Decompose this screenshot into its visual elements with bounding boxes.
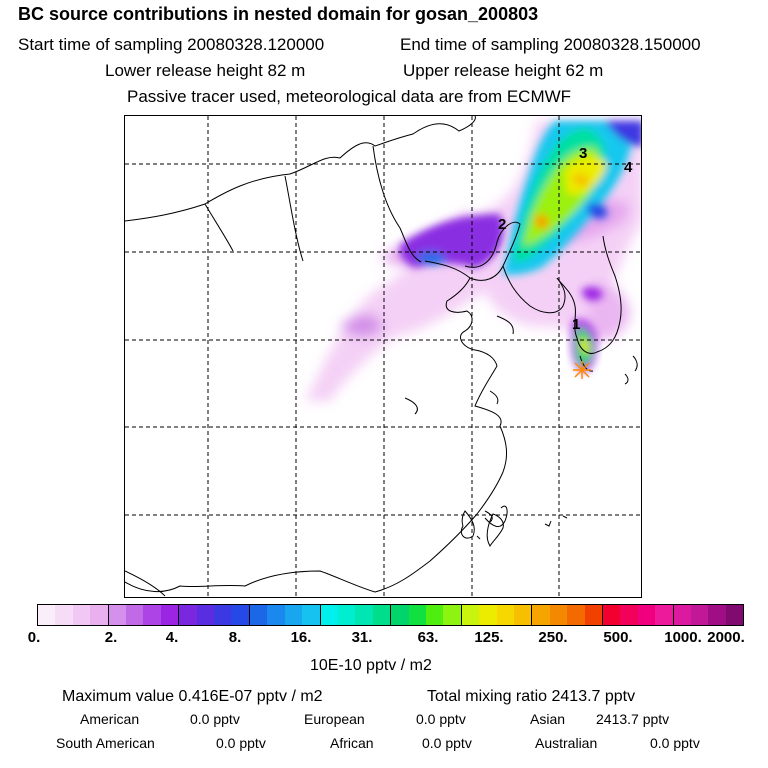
colorbar-cell xyxy=(72,605,91,625)
colorbar-tick-label: 63. xyxy=(417,629,439,646)
colorbar-cell xyxy=(408,605,426,625)
colorbar-cell xyxy=(461,605,480,625)
colorbar-cell xyxy=(320,605,338,625)
colorbar-tick-label: 500. xyxy=(603,629,633,646)
map-label-2: 2 xyxy=(498,216,506,233)
colorbar-cell xyxy=(214,605,232,625)
source-name-australian: Australian xyxy=(535,735,598,751)
korea-plume xyxy=(571,318,598,373)
figure-title: BC source contributions in nested domain… xyxy=(18,4,539,24)
colorbar-cell xyxy=(337,605,356,625)
source-name-south-american: South American xyxy=(56,735,155,751)
colorbar-tick-label: 4. xyxy=(165,629,179,646)
colorbar-tick-label: 1000. xyxy=(664,629,702,646)
source-name-asian: Asian xyxy=(530,711,566,727)
colorbar-cell xyxy=(708,605,726,625)
colorbar-unit: 10E-10 pptv / m2 xyxy=(310,657,432,674)
colorbar-cell xyxy=(655,605,674,625)
colorbar-cell xyxy=(603,605,621,625)
colorbar-cell xyxy=(532,605,550,625)
colorbar-cell xyxy=(284,605,303,625)
colorbar-cell xyxy=(126,605,144,625)
map-label-4: 4 xyxy=(624,159,633,176)
lower-release-label: Lower release height 82 m xyxy=(105,61,306,80)
colorbar-cell xyxy=(443,605,462,625)
receptor-marker xyxy=(573,361,591,379)
colorbar-cell xyxy=(302,605,321,625)
map-canvas: 1 2 3 4 xyxy=(125,116,641,597)
colorbar-cell xyxy=(620,605,638,625)
colorbar-cell xyxy=(584,605,603,625)
source-value-australian: 0.0 pptv xyxy=(650,735,700,751)
colorbar-tick-label: 8. xyxy=(228,629,242,646)
colorbar-cell xyxy=(38,605,56,625)
colorbar-tick-label: 250. xyxy=(538,629,568,646)
source-name-african: African xyxy=(330,735,374,751)
colorbar-tick-label: 2. xyxy=(104,629,118,646)
colorbar-cell xyxy=(372,605,392,625)
source-value-african: 0.0 pptv xyxy=(422,735,472,751)
concentration-field xyxy=(305,121,641,401)
map-label-1: 1 xyxy=(572,316,580,333)
colorbar-cell xyxy=(479,605,497,625)
colorbar-cell xyxy=(55,605,73,625)
colorbar-cell xyxy=(196,605,215,625)
colorbar-cell xyxy=(673,605,692,625)
tracer-note: Passive tracer used, meteorological data… xyxy=(127,87,572,106)
source-value-south-american: 0.0 pptv xyxy=(216,735,266,751)
colorbar-cell xyxy=(391,605,409,625)
colorbar-cell xyxy=(567,605,585,625)
colorbar-cell xyxy=(267,605,285,625)
total-mixing-ratio-label: Total mixing ratio 2413.7 pptv xyxy=(427,688,636,705)
colorbar-cell xyxy=(143,605,161,625)
colorbar-tick-label: 125. xyxy=(474,629,504,646)
colorbar-tick-label: 31. xyxy=(351,629,373,646)
colorbar-cell xyxy=(425,605,444,625)
colorbar-cell xyxy=(355,605,373,625)
colorbar-cell xyxy=(231,605,250,625)
source-value-american: 0.0 pptv xyxy=(190,711,240,727)
colorbar-cell xyxy=(725,605,744,625)
colorbar xyxy=(37,604,744,626)
source-value-european: 0.0 pptv xyxy=(416,711,466,727)
colorbar-cell xyxy=(160,605,180,625)
colorbar-cell xyxy=(496,605,514,625)
colorbar-cell xyxy=(249,605,268,625)
map-panel: 1 2 3 4 xyxy=(124,115,642,598)
colorbar-cell xyxy=(90,605,109,625)
source-name-european: European xyxy=(304,711,365,727)
maximum-value-label: Maximum value 0.416E-07 pptv / m2 xyxy=(62,688,323,705)
colorbar-cell xyxy=(108,605,127,625)
graticule xyxy=(125,116,641,597)
colorbar-cell xyxy=(549,605,568,625)
map-label-3: 3 xyxy=(579,145,587,162)
colorbar-tick-label: 2000. xyxy=(707,629,745,646)
colorbar-tick-label: 16. xyxy=(290,629,312,646)
colorbar-cell xyxy=(691,605,709,625)
colorbar-cell xyxy=(637,605,656,625)
end-time-label: End time of sampling 20080328.150000 xyxy=(400,35,701,54)
start-time-label: Start time of sampling 20080328.120000 xyxy=(18,35,325,54)
source-value-asian: 2413.7 pptv xyxy=(596,711,670,727)
source-name-american: American xyxy=(80,711,140,727)
colorbar-cell xyxy=(513,605,533,625)
colorbar-tick-label: 0. xyxy=(27,629,41,646)
upper-release-label: Upper release height 62 m xyxy=(403,61,604,80)
colorbar-cell xyxy=(179,605,197,625)
